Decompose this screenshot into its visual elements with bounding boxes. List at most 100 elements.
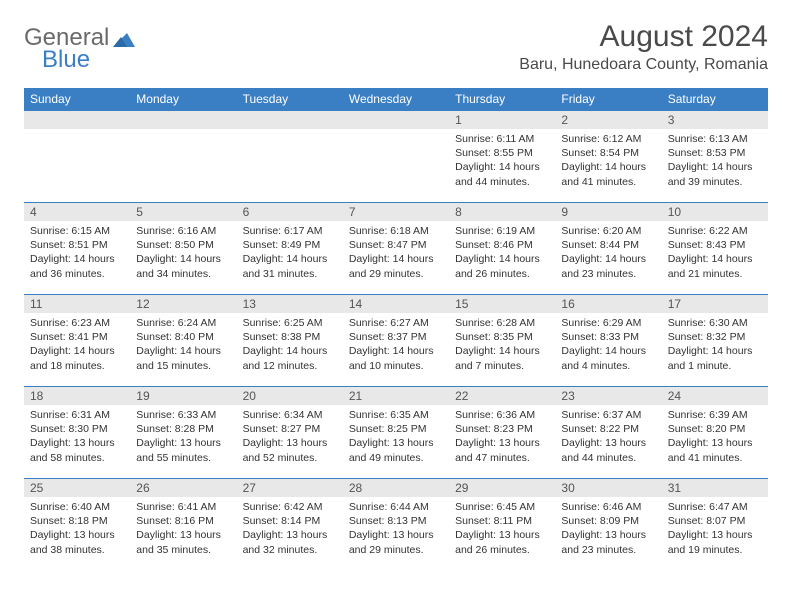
logo-text-blue: Blue xyxy=(42,46,90,73)
day-details: Sunrise: 6:23 AMSunset: 8:41 PMDaylight:… xyxy=(24,313,130,376)
day-details: Sunrise: 6:31 AMSunset: 8:30 PMDaylight:… xyxy=(24,405,130,468)
calendar-table: SundayMondayTuesdayWednesdayThursdayFrid… xyxy=(24,88,768,571)
day-details: Sunrise: 6:37 AMSunset: 8:22 PMDaylight:… xyxy=(555,405,661,468)
calendar-week-row: 11Sunrise: 6:23 AMSunset: 8:41 PMDayligh… xyxy=(24,295,768,387)
calendar-day-cell: 3Sunrise: 6:13 AMSunset: 8:53 PMDaylight… xyxy=(662,111,768,203)
day-details: Sunrise: 6:29 AMSunset: 8:33 PMDaylight:… xyxy=(555,313,661,376)
calendar-week-row: 18Sunrise: 6:31 AMSunset: 8:30 PMDayligh… xyxy=(24,387,768,479)
calendar-day-cell: 17Sunrise: 6:30 AMSunset: 8:32 PMDayligh… xyxy=(662,295,768,387)
calendar-day-cell: 15Sunrise: 6:28 AMSunset: 8:35 PMDayligh… xyxy=(449,295,555,387)
dayname-header: Wednesday xyxy=(343,88,449,111)
calendar-day-cell: 31Sunrise: 6:47 AMSunset: 8:07 PMDayligh… xyxy=(662,479,768,571)
calendar-body: 1Sunrise: 6:11 AMSunset: 8:55 PMDaylight… xyxy=(24,111,768,571)
calendar-day-cell: 14Sunrise: 6:27 AMSunset: 8:37 PMDayligh… xyxy=(343,295,449,387)
day-details: Sunrise: 6:18 AMSunset: 8:47 PMDaylight:… xyxy=(343,221,449,284)
day-number: 26 xyxy=(130,479,236,497)
day-number: 16 xyxy=(555,295,661,313)
calendar-week-row: 4Sunrise: 6:15 AMSunset: 8:51 PMDaylight… xyxy=(24,203,768,295)
day-details: Sunrise: 6:39 AMSunset: 8:20 PMDaylight:… xyxy=(662,405,768,468)
calendar-day-cell: 25Sunrise: 6:40 AMSunset: 8:18 PMDayligh… xyxy=(24,479,130,571)
calendar-day-cell: 26Sunrise: 6:41 AMSunset: 8:16 PMDayligh… xyxy=(130,479,236,571)
day-details: Sunrise: 6:33 AMSunset: 8:28 PMDaylight:… xyxy=(130,405,236,468)
day-details: Sunrise: 6:34 AMSunset: 8:27 PMDaylight:… xyxy=(237,405,343,468)
title-block: August 2024 Baru, Hunedoara County, Roma… xyxy=(519,20,768,74)
calendar-day-cell: 23Sunrise: 6:37 AMSunset: 8:22 PMDayligh… xyxy=(555,387,661,479)
day-details: Sunrise: 6:25 AMSunset: 8:38 PMDaylight:… xyxy=(237,313,343,376)
calendar-day-cell: 2Sunrise: 6:12 AMSunset: 8:54 PMDaylight… xyxy=(555,111,661,203)
day-number: 19 xyxy=(130,387,236,405)
calendar-day-cell: 13Sunrise: 6:25 AMSunset: 8:38 PMDayligh… xyxy=(237,295,343,387)
day-details: Sunrise: 6:41 AMSunset: 8:16 PMDaylight:… xyxy=(130,497,236,560)
day-details: Sunrise: 6:19 AMSunset: 8:46 PMDaylight:… xyxy=(449,221,555,284)
calendar-day-cell: 8Sunrise: 6:19 AMSunset: 8:46 PMDaylight… xyxy=(449,203,555,295)
day-details: Sunrise: 6:13 AMSunset: 8:53 PMDaylight:… xyxy=(662,129,768,192)
calendar-week-row: 1Sunrise: 6:11 AMSunset: 8:55 PMDaylight… xyxy=(24,111,768,203)
day-details: Sunrise: 6:24 AMSunset: 8:40 PMDaylight:… xyxy=(130,313,236,376)
calendar-day-cell xyxy=(343,111,449,203)
day-number: 20 xyxy=(237,387,343,405)
day-number: 11 xyxy=(24,295,130,313)
calendar-day-cell: 20Sunrise: 6:34 AMSunset: 8:27 PMDayligh… xyxy=(237,387,343,479)
day-number: 3 xyxy=(662,111,768,129)
calendar-day-cell: 10Sunrise: 6:22 AMSunset: 8:43 PMDayligh… xyxy=(662,203,768,295)
dayname-header: Friday xyxy=(555,88,661,111)
day-details: Sunrise: 6:44 AMSunset: 8:13 PMDaylight:… xyxy=(343,497,449,560)
day-number: 27 xyxy=(237,479,343,497)
calendar-day-cell: 22Sunrise: 6:36 AMSunset: 8:23 PMDayligh… xyxy=(449,387,555,479)
calendar-day-cell: 12Sunrise: 6:24 AMSunset: 8:40 PMDayligh… xyxy=(130,295,236,387)
calendar-day-cell: 1Sunrise: 6:11 AMSunset: 8:55 PMDaylight… xyxy=(449,111,555,203)
calendar-day-cell: 21Sunrise: 6:35 AMSunset: 8:25 PMDayligh… xyxy=(343,387,449,479)
day-number: 22 xyxy=(449,387,555,405)
dayname-header: Thursday xyxy=(449,88,555,111)
day-number: 12 xyxy=(130,295,236,313)
calendar-day-cell: 6Sunrise: 6:17 AMSunset: 8:49 PMDaylight… xyxy=(237,203,343,295)
day-details: Sunrise: 6:42 AMSunset: 8:14 PMDaylight:… xyxy=(237,497,343,560)
day-details: Sunrise: 6:27 AMSunset: 8:37 PMDaylight:… xyxy=(343,313,449,376)
calendar-day-cell: 5Sunrise: 6:16 AMSunset: 8:50 PMDaylight… xyxy=(130,203,236,295)
day-number: 25 xyxy=(24,479,130,497)
calendar-day-cell xyxy=(130,111,236,203)
day-details: Sunrise: 6:46 AMSunset: 8:09 PMDaylight:… xyxy=(555,497,661,560)
day-number: 15 xyxy=(449,295,555,313)
day-details: Sunrise: 6:47 AMSunset: 8:07 PMDaylight:… xyxy=(662,497,768,560)
day-number: 9 xyxy=(555,203,661,221)
calendar-day-cell: 7Sunrise: 6:18 AMSunset: 8:47 PMDaylight… xyxy=(343,203,449,295)
day-number: 1 xyxy=(449,111,555,129)
logo-triangle-icon xyxy=(113,29,135,47)
calendar-day-cell: 24Sunrise: 6:39 AMSunset: 8:20 PMDayligh… xyxy=(662,387,768,479)
day-details: Sunrise: 6:12 AMSunset: 8:54 PMDaylight:… xyxy=(555,129,661,192)
day-details: Sunrise: 6:30 AMSunset: 8:32 PMDaylight:… xyxy=(662,313,768,376)
calendar-day-cell xyxy=(237,111,343,203)
day-number: 2 xyxy=(555,111,661,129)
day-number: 13 xyxy=(237,295,343,313)
day-number: 23 xyxy=(555,387,661,405)
day-details: Sunrise: 6:45 AMSunset: 8:11 PMDaylight:… xyxy=(449,497,555,560)
day-number: 5 xyxy=(130,203,236,221)
calendar-day-cell: 11Sunrise: 6:23 AMSunset: 8:41 PMDayligh… xyxy=(24,295,130,387)
calendar-day-cell: 19Sunrise: 6:33 AMSunset: 8:28 PMDayligh… xyxy=(130,387,236,479)
day-details: Sunrise: 6:17 AMSunset: 8:49 PMDaylight:… xyxy=(237,221,343,284)
day-number: 24 xyxy=(662,387,768,405)
day-number: 6 xyxy=(237,203,343,221)
calendar-day-cell: 18Sunrise: 6:31 AMSunset: 8:30 PMDayligh… xyxy=(24,387,130,479)
day-details: Sunrise: 6:11 AMSunset: 8:55 PMDaylight:… xyxy=(449,129,555,192)
day-details: Sunrise: 6:16 AMSunset: 8:50 PMDaylight:… xyxy=(130,221,236,284)
day-number: 28 xyxy=(343,479,449,497)
day-number: 17 xyxy=(662,295,768,313)
calendar-day-cell xyxy=(24,111,130,203)
day-details: Sunrise: 6:15 AMSunset: 8:51 PMDaylight:… xyxy=(24,221,130,284)
calendar-day-cell: 28Sunrise: 6:44 AMSunset: 8:13 PMDayligh… xyxy=(343,479,449,571)
empty-day-bar xyxy=(343,111,449,129)
day-number: 14 xyxy=(343,295,449,313)
month-title: August 2024 xyxy=(519,20,768,54)
calendar-day-cell: 27Sunrise: 6:42 AMSunset: 8:14 PMDayligh… xyxy=(237,479,343,571)
dayname-header: Saturday xyxy=(662,88,768,111)
dayname-header: Tuesday xyxy=(237,88,343,111)
dayname-header: Monday xyxy=(130,88,236,111)
day-details: Sunrise: 6:20 AMSunset: 8:44 PMDaylight:… xyxy=(555,221,661,284)
empty-day-bar xyxy=(130,111,236,129)
day-number: 18 xyxy=(24,387,130,405)
day-number: 21 xyxy=(343,387,449,405)
day-number: 8 xyxy=(449,203,555,221)
calendar-day-cell: 29Sunrise: 6:45 AMSunset: 8:11 PMDayligh… xyxy=(449,479,555,571)
